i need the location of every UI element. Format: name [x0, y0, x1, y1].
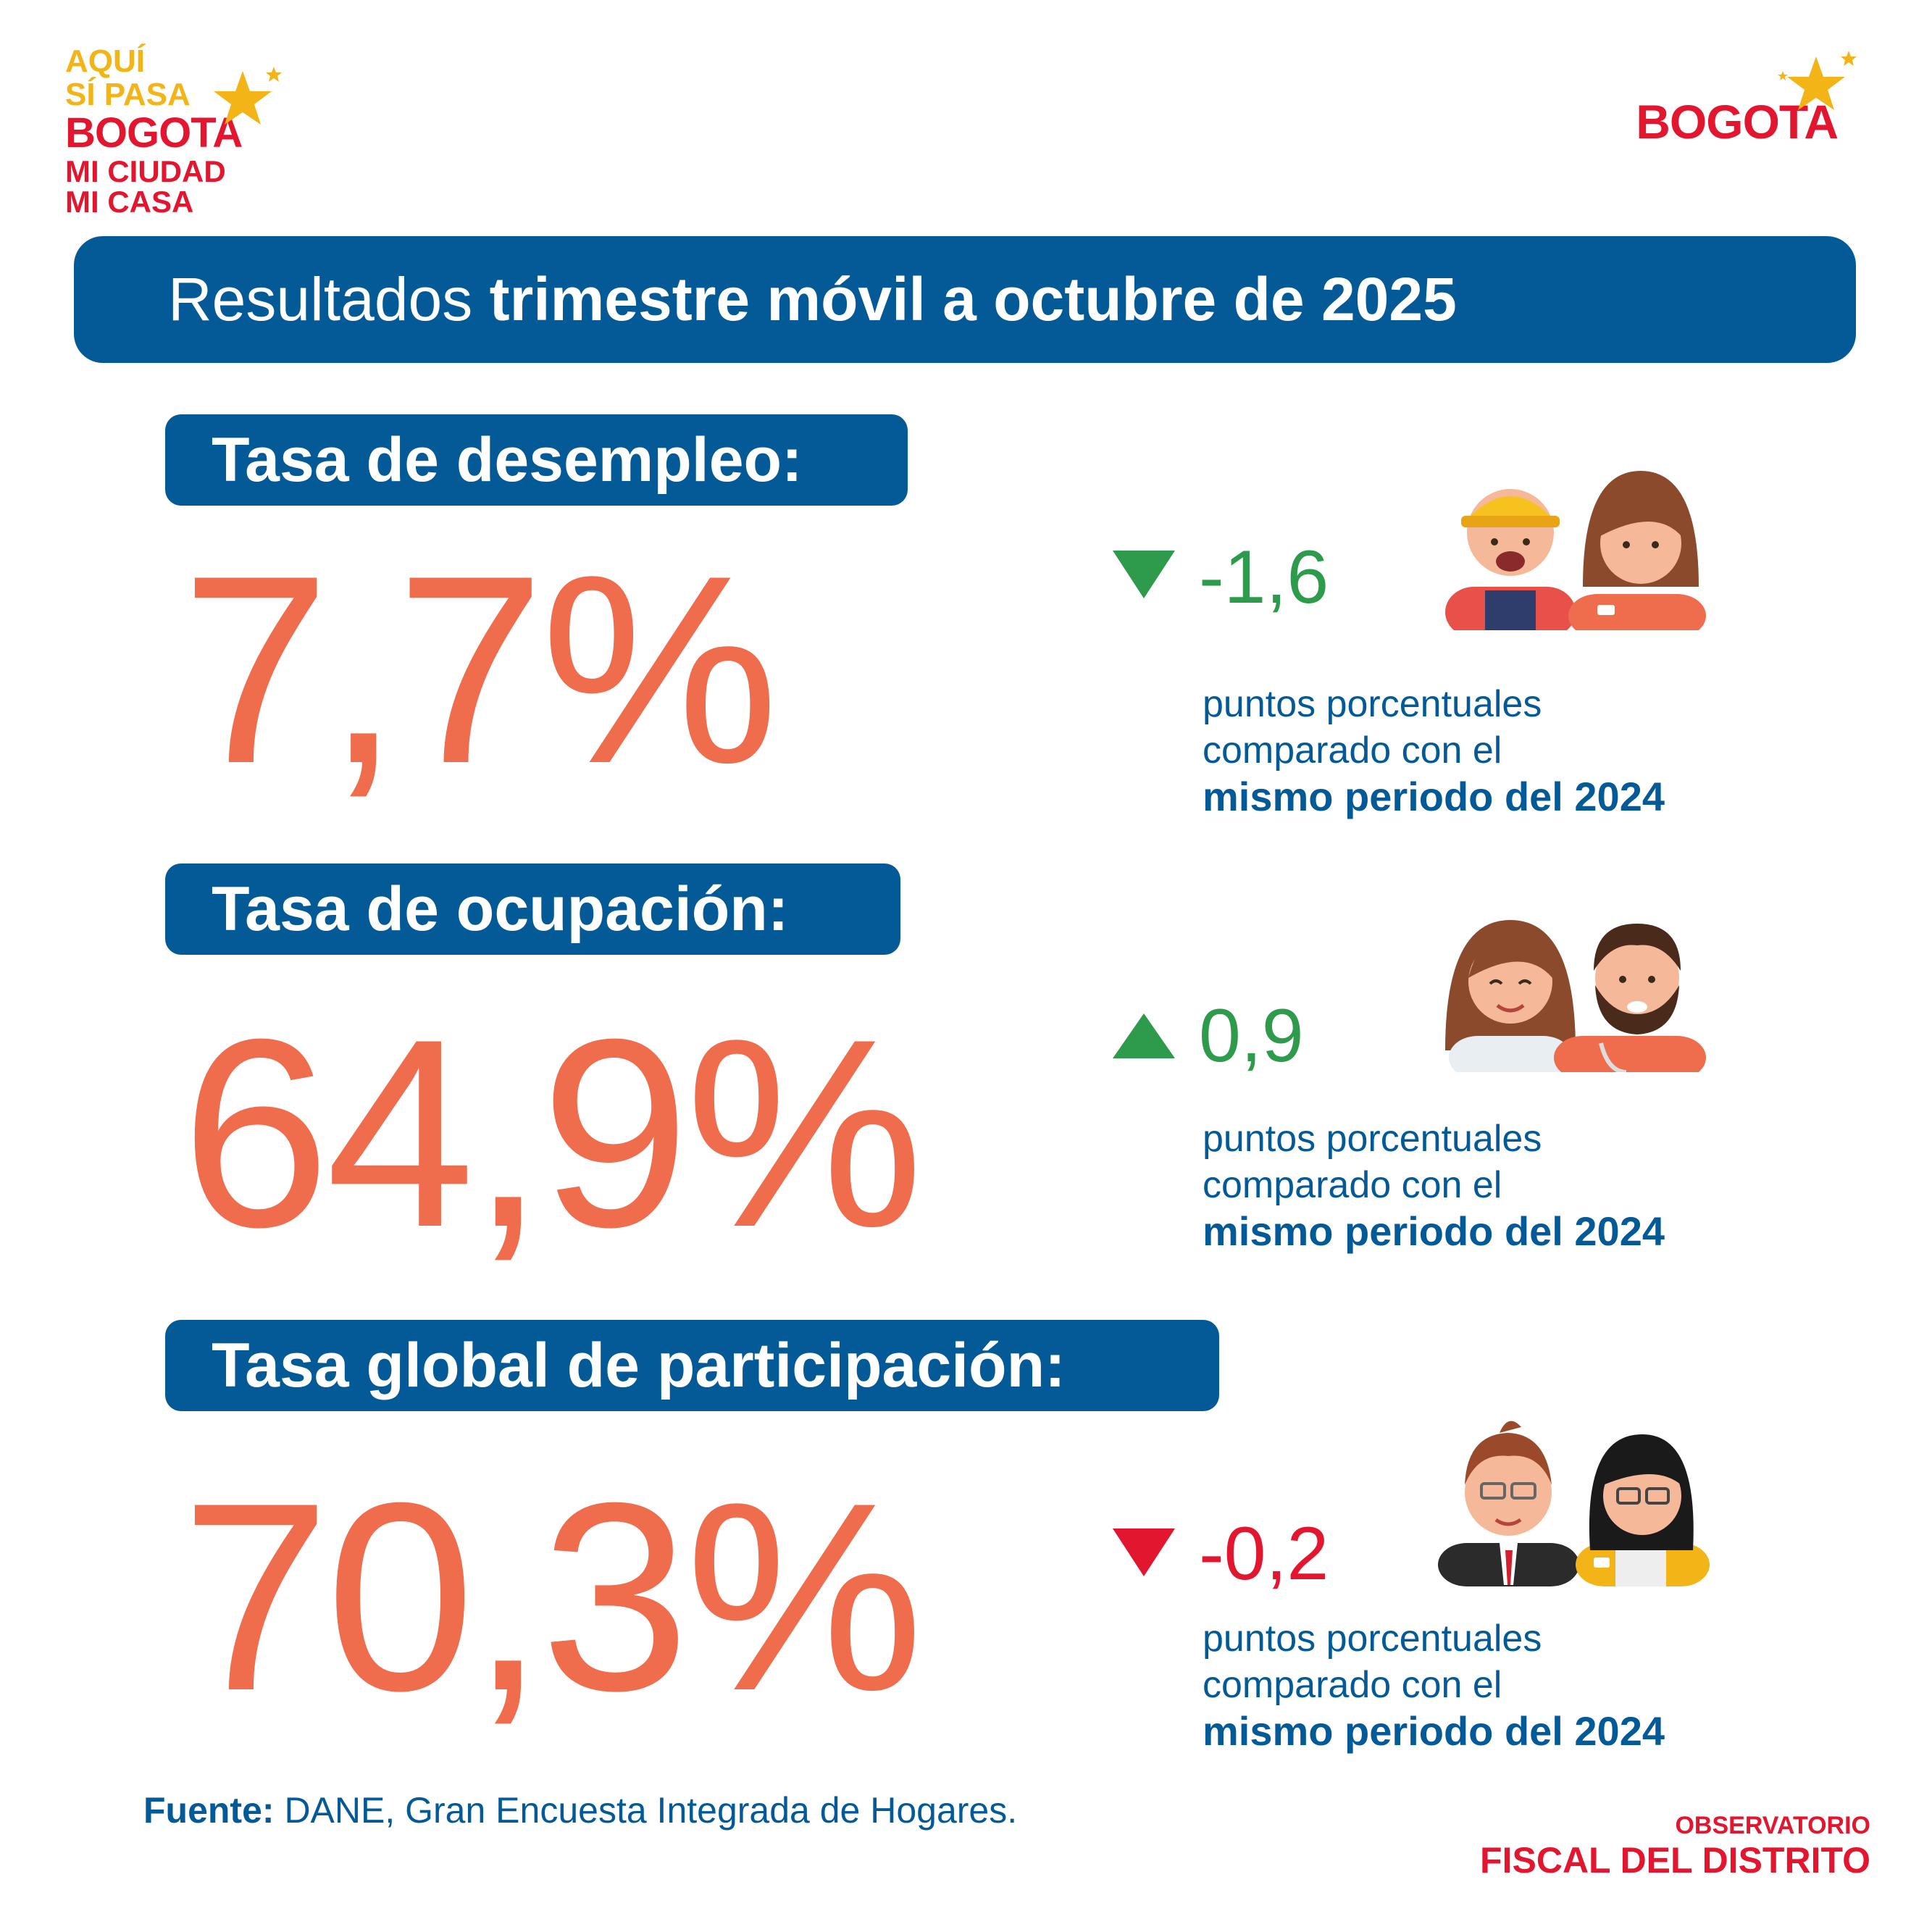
desc-bold: mismo periodo del 2024: [1203, 774, 1665, 819]
campaign-logo-line4: MI CIUDAD: [65, 154, 226, 188]
star-icon: [1778, 51, 1857, 110]
campaign-logo-line5: MI CASA: [65, 185, 194, 219]
down-arrow-icon: [1113, 1529, 1175, 1576]
indicator-change-employment: 0,9: [1199, 994, 1304, 1078]
observatory-logo: OBSERVATORIO FISCAL DEL DISTRITO: [1480, 1811, 1870, 1881]
title-banner: Resultados trimestre móvil a octubre de …: [74, 236, 1856, 363]
campaign-logo-line2: SÍ PASA: [65, 77, 191, 112]
indicator-label-text: Tasa de ocupación:: [212, 874, 789, 944]
source-text: DANE, Gran Encuesta Integrada de Hogares…: [274, 1790, 1018, 1831]
indicator-desc-participation: puntos porcentuales comparado con el mis…: [1203, 1615, 1724, 1756]
source-label: Fuente:: [143, 1790, 275, 1831]
desc-line2: comparado con el: [1203, 729, 1502, 771]
indicator-label-participation: Tasa global de participación:: [165, 1320, 1219, 1411]
desc-line2: comparado con el: [1203, 1664, 1502, 1706]
down-arrow-icon: [1113, 551, 1175, 598]
indicator-label-text: Tasa global de participación:: [212, 1331, 1066, 1400]
indicator-change-participation: -0,2: [1199, 1512, 1329, 1596]
office-workers-avatar-icon: [1438, 1421, 1710, 1586]
desc-line2: comparado con el: [1203, 1164, 1502, 1206]
source-note: Fuente: DANE, Gran Encuesta Integrada de…: [143, 1789, 1017, 1831]
desc-line1: puntos porcentuales: [1203, 1118, 1542, 1160]
indicator-label-employment: Tasa de ocupación:: [165, 863, 900, 955]
campaign-logo-line1: AQUÍ: [65, 43, 145, 79]
health-workers-avatar-icon: [1445, 920, 1706, 1072]
up-arrow-icon: [1113, 1013, 1175, 1058]
indicator-label-text: Tasa de desempleo:: [212, 425, 803, 495]
indicator-desc-employment: puntos porcentuales comparado con el mis…: [1203, 1116, 1724, 1256]
city-logo: BOGOTA: [1636, 48, 1860, 164]
indicator-label-unemployment: Tasa de desempleo:: [165, 414, 908, 506]
title-bold: trimestre móvil a octubre de 2025: [489, 265, 1457, 333]
indicator-value-participation: 70,3%: [181, 1447, 924, 1747]
desc-line1: puntos porcentuales: [1203, 683, 1542, 725]
observatory-logo-line2: FISCAL DEL DISTRITO: [1480, 1840, 1870, 1881]
indicator-value-unemployment: 7,7%: [181, 520, 779, 819]
page-title: Resultados trimestre móvil a octubre de …: [168, 236, 1457, 363]
workers-avatar-icon: [1445, 471, 1706, 630]
campaign-logo: AQUÍ SÍ PASA BOGOTA MI CIUDAD MI CASA: [65, 43, 283, 217]
desc-line1: puntos porcentuales: [1203, 1618, 1542, 1660]
observatory-logo-line1: OBSERVATORIO: [1675, 1812, 1870, 1839]
indicator-value-employment: 64,9%: [181, 984, 924, 1283]
indicator-desc-unemployment: puntos porcentuales comparado con el mis…: [1203, 681, 1724, 821]
desc-bold: mismo periodo del 2024: [1203, 1708, 1665, 1754]
star-icon: [214, 67, 282, 125]
campaign-logo-line3: BOGOTA: [65, 109, 243, 156]
indicator-change-unemployment: -1,6: [1199, 535, 1329, 619]
desc-bold: mismo periodo del 2024: [1203, 1208, 1665, 1254]
title-light: Resultados: [168, 265, 490, 333]
